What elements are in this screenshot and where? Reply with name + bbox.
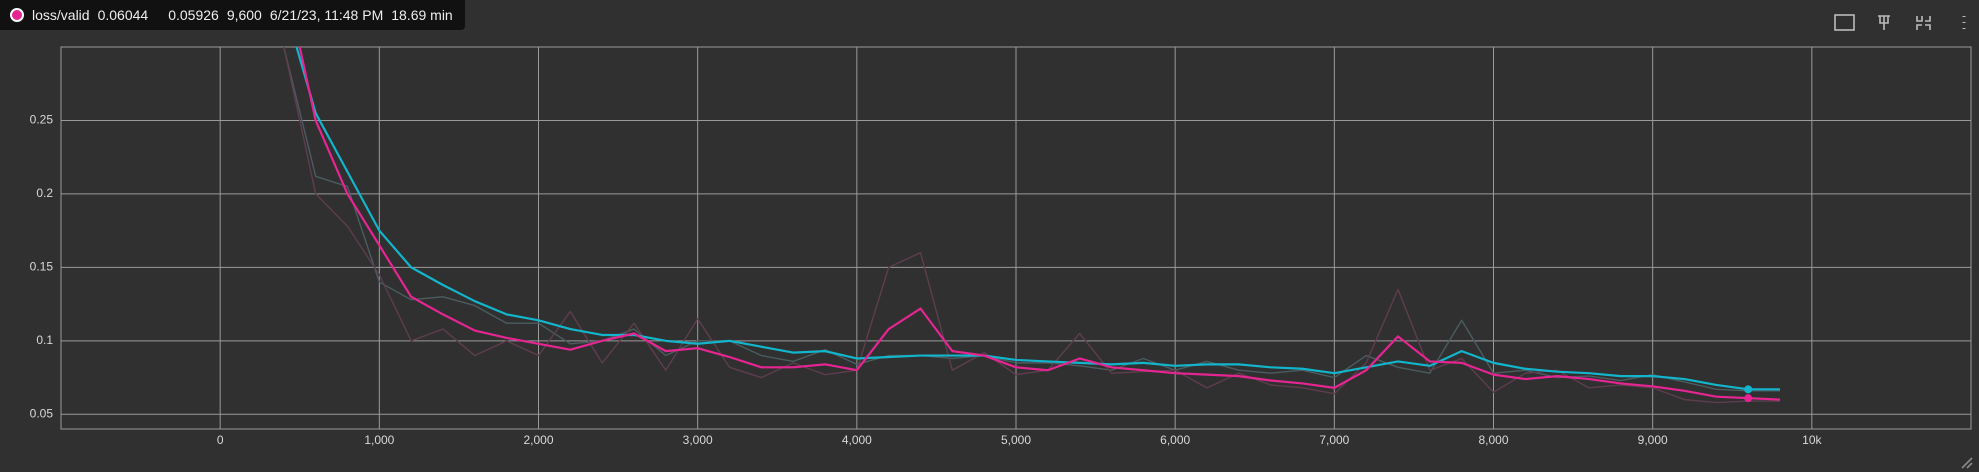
step: 9,600 [226, 7, 262, 23]
y-tick-label: 0.2 [36, 186, 53, 200]
toolbar [1834, 14, 1973, 469]
x-tick-label: 8,000 [1478, 433, 1508, 447]
x-tick-label: 2,000 [523, 433, 553, 447]
x-tick-label: 4,000 [842, 433, 872, 447]
x-tick-label: 5,000 [1001, 433, 1031, 447]
series-line [298, 47, 1781, 401]
x-tick-label: 1,000 [364, 433, 394, 447]
relative-time: 18.69 min [391, 7, 453, 23]
run-name: loss/valid [32, 7, 90, 23]
tooltip: loss/valid 0.06044 0.05926 9,600 6/21/23… [0, 0, 465, 30]
plot-area [283, 47, 1781, 404]
resize-handle[interactable] [1961, 457, 1973, 469]
series-line [283, 47, 1780, 404]
x-tick-label: 9,000 [1638, 433, 1668, 447]
pin-button[interactable] [1878, 15, 1890, 30]
time: 6/21/23, 11:48 PM [269, 7, 384, 23]
fullscreen-button[interactable] [1916, 16, 1931, 30]
y-tick-label: 0.25 [30, 113, 54, 127]
y-tick-label: 0.1 [36, 333, 53, 347]
y-tick-label: 0.15 [30, 260, 54, 274]
raw-value: 0.05926 [168, 7, 219, 23]
y-tick-label: 0.05 [30, 406, 54, 420]
series-line [295, 47, 1780, 391]
hover-point [1744, 394, 1753, 403]
fit-domain-button[interactable] [1834, 14, 1855, 31]
hover-point [1744, 385, 1753, 394]
series-swatch [10, 8, 24, 22]
smoothed-value: 0.06044 [97, 7, 149, 23]
x-tick-label: 3,000 [683, 433, 713, 447]
x-tick-label: 10k [1802, 433, 1822, 447]
x-tick-label: 0 [217, 433, 224, 447]
series-line [283, 47, 1780, 392]
x-tick-label: 6,000 [1160, 433, 1190, 447]
x-tick-label: 7,000 [1319, 433, 1349, 447]
